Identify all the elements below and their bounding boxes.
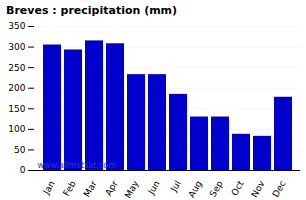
svg-text:250: 250	[8, 63, 25, 73]
html-text:Breves : precipitation (mm): Breves : precipitation (mm)	[6, 4, 178, 17]
svg-text:Sep: Sep	[208, 179, 225, 199]
svg-text:Oct: Oct	[229, 179, 246, 198]
svg-text:Mar: Mar	[82, 179, 99, 199]
svg-text:May: May	[123, 178, 141, 200]
svg-text:0: 0	[20, 165, 26, 175]
svg-text:Aug: Aug	[186, 179, 203, 199]
svg-text:Jun: Jun	[146, 179, 162, 197]
svg-text:Apr: Apr	[103, 179, 120, 198]
svg-text:Feb: Feb	[61, 179, 78, 198]
svg-text:300: 300	[8, 42, 25, 52]
svg-text:Dec: Dec	[270, 179, 287, 199]
svg-text:350: 350	[8, 21, 25, 31]
svg-text:150: 150	[8, 104, 25, 114]
svg-text:Jul: Jul	[168, 179, 183, 194]
svg-text:Jan: Jan	[41, 179, 57, 197]
svg-text:50: 50	[14, 145, 26, 155]
svg-text:100: 100	[8, 124, 25, 134]
svg-text:200: 200	[8, 83, 25, 93]
svg-text:Nov: Nov	[249, 178, 267, 199]
svg-text:www.allmetsat.com: www.allmetsat.com	[38, 161, 117, 170]
